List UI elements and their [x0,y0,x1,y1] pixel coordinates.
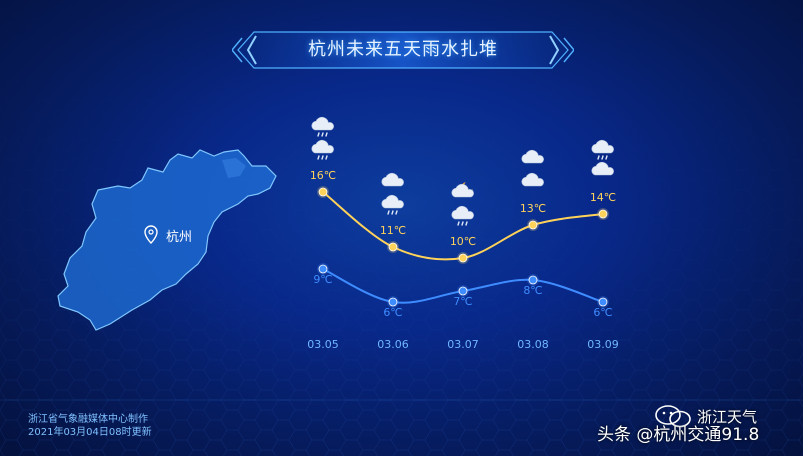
high-temp-point [388,242,398,252]
date-label: 03.05 [307,338,339,351]
title-banner: 杭州未来五天雨水扎堆 [232,28,574,72]
page-title: 杭州未来五天雨水扎堆 [308,39,498,60]
high-temp-line [322,191,604,261]
date-label: 03.09 [587,338,619,351]
moon-cloud-icon [451,182,474,198]
high-temp-label: 11℃ [380,224,406,237]
rain-cloud-icon [311,116,334,137]
watermark: 头条 @杭州交通91.8 [597,425,760,445]
low-temp-label: 8℃ [523,284,542,297]
cloud-icon [381,172,404,187]
high-temp-label: 14℃ [590,191,616,204]
title-frame [232,31,574,69]
cloud-icon [521,172,544,187]
date-label: 03.08 [517,338,549,351]
high-temp-label: 10℃ [450,235,476,248]
hangzhou-map [57,149,277,331]
cloud-icon [591,161,614,176]
low-temp-point [388,297,398,307]
low-temp-label: 9℃ [313,273,332,286]
low-temp-point [598,297,608,307]
brand-name: 浙江天气 [697,408,758,426]
cloud-icon [521,149,544,164]
footer: 浙江省气象融媒体中心制作 2021年03月04日08时更新 [28,413,152,439]
low-temp-point [458,286,468,296]
date-label: 03.06 [377,338,409,351]
footer-credit: 浙江省气象融媒体中心制作 [28,414,148,425]
high-temp-label: 16℃ [310,169,336,182]
city-label: 杭州 [166,230,192,245]
high-temp-label: 13℃ [520,202,546,215]
wechat-icon [655,405,691,428]
low-temp-label: 7℃ [453,295,472,308]
rain-cloud-icon [311,139,334,160]
rain-cloud-icon [591,139,614,160]
high-temp-point [318,187,328,197]
high-temp-point [528,220,538,230]
rain-cloud-icon [451,205,474,226]
low-temp-point [318,264,328,274]
low-temp-point [528,275,538,285]
location-pin-icon [144,225,158,244]
rain-cloud-icon [381,194,404,215]
low-temp-label: 6℃ [593,306,612,319]
date-label: 03.07 [447,338,479,351]
high-temp-point [458,253,468,263]
footer-update-time: 2021年03月04日08时更新 [28,427,152,438]
low-temp-label: 6℃ [383,306,402,319]
high-temp-point [598,209,608,219]
